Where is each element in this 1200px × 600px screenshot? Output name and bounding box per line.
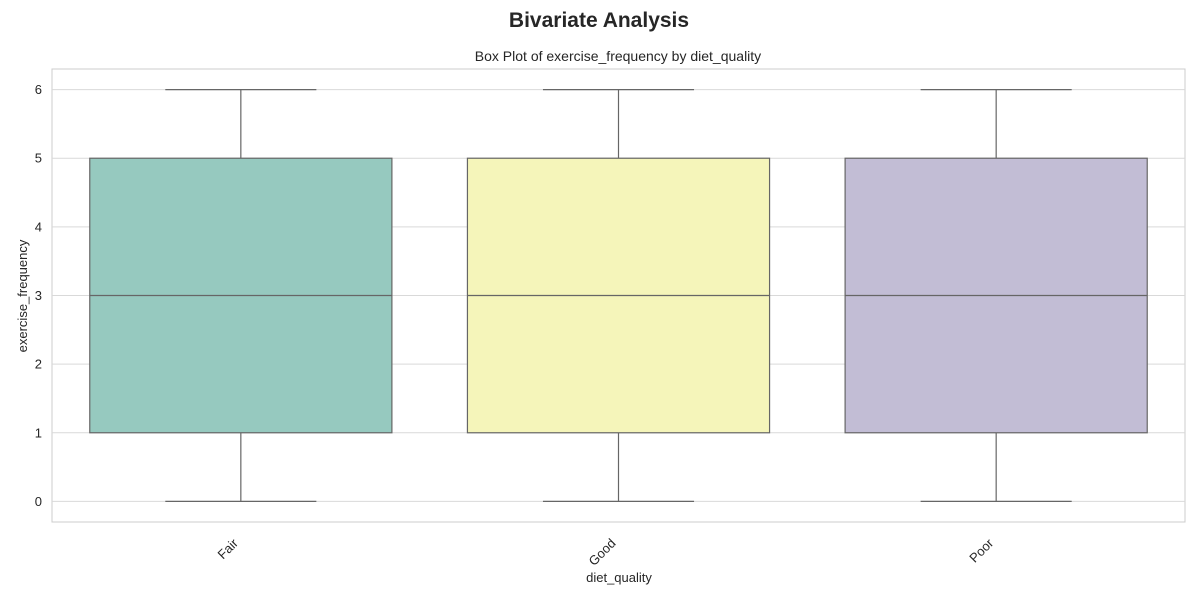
x-tick-label: Poor xyxy=(966,535,996,565)
x-tick-label: Fair xyxy=(215,535,242,562)
y-tick-label: 4 xyxy=(35,219,42,234)
y-tick-label: 0 xyxy=(35,494,42,509)
y-axis-label: exercise_frequency xyxy=(15,239,30,352)
x-tick-label: Good xyxy=(586,536,619,569)
y-tick-label: 3 xyxy=(35,288,42,303)
y-tick-label: 1 xyxy=(35,425,42,440)
y-tick-label: 2 xyxy=(35,357,42,372)
y-tick-labels: 0 1 2 3 4 5 6 xyxy=(35,82,42,509)
y-tick-label: 6 xyxy=(35,82,42,97)
figure-suptitle: Bivariate Analysis xyxy=(509,9,689,32)
x-tick-labels: Fair Good Poor xyxy=(215,535,997,569)
y-tick-label: 5 xyxy=(35,151,42,166)
boxes xyxy=(89,88,1148,503)
chart-title: Box Plot of exercise_frequency by diet_q… xyxy=(475,48,761,64)
x-axis-label: diet_quality xyxy=(586,570,652,585)
